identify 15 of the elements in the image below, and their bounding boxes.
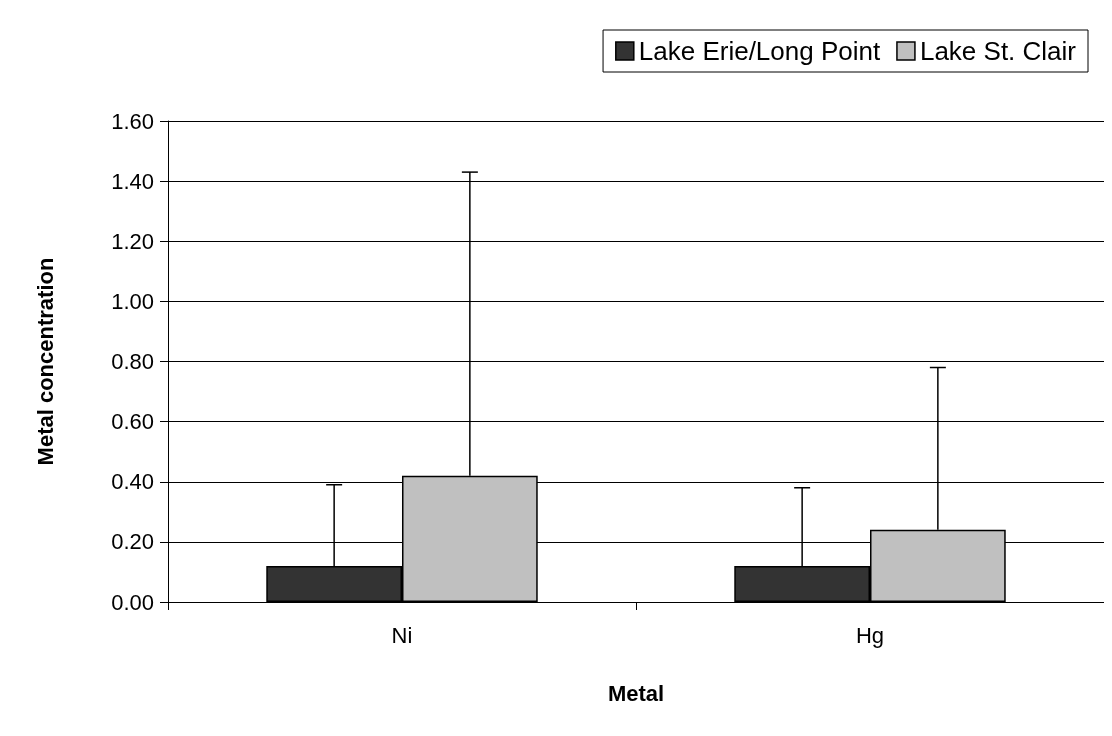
y-tick-label: 1.40 bbox=[111, 168, 154, 194]
y-tick-label: 0.80 bbox=[111, 349, 154, 374]
y-tick-label: 0.60 bbox=[111, 409, 154, 435]
y-tick-label: 0.20 bbox=[111, 529, 154, 555]
legend-label: Lake Erie/Long Point bbox=[638, 36, 881, 66]
y-tick-label: 1.20 bbox=[111, 228, 154, 254]
x-tick-label: Ni bbox=[391, 622, 413, 648]
y-tick-label: 0.40 bbox=[111, 469, 154, 495]
x-tick-label: Hg bbox=[855, 622, 885, 648]
y-tick-label: 1.60 bbox=[111, 108, 154, 134]
y-axis-title: Metal concentration bbox=[32, 257, 58, 466]
y-tick-label: 1.00 bbox=[111, 288, 154, 314]
x-axis-title: Metal bbox=[607, 680, 665, 706]
legend-label: Lake St. Clair bbox=[919, 36, 1077, 66]
y-tick-label: 0.00 bbox=[111, 589, 154, 615]
